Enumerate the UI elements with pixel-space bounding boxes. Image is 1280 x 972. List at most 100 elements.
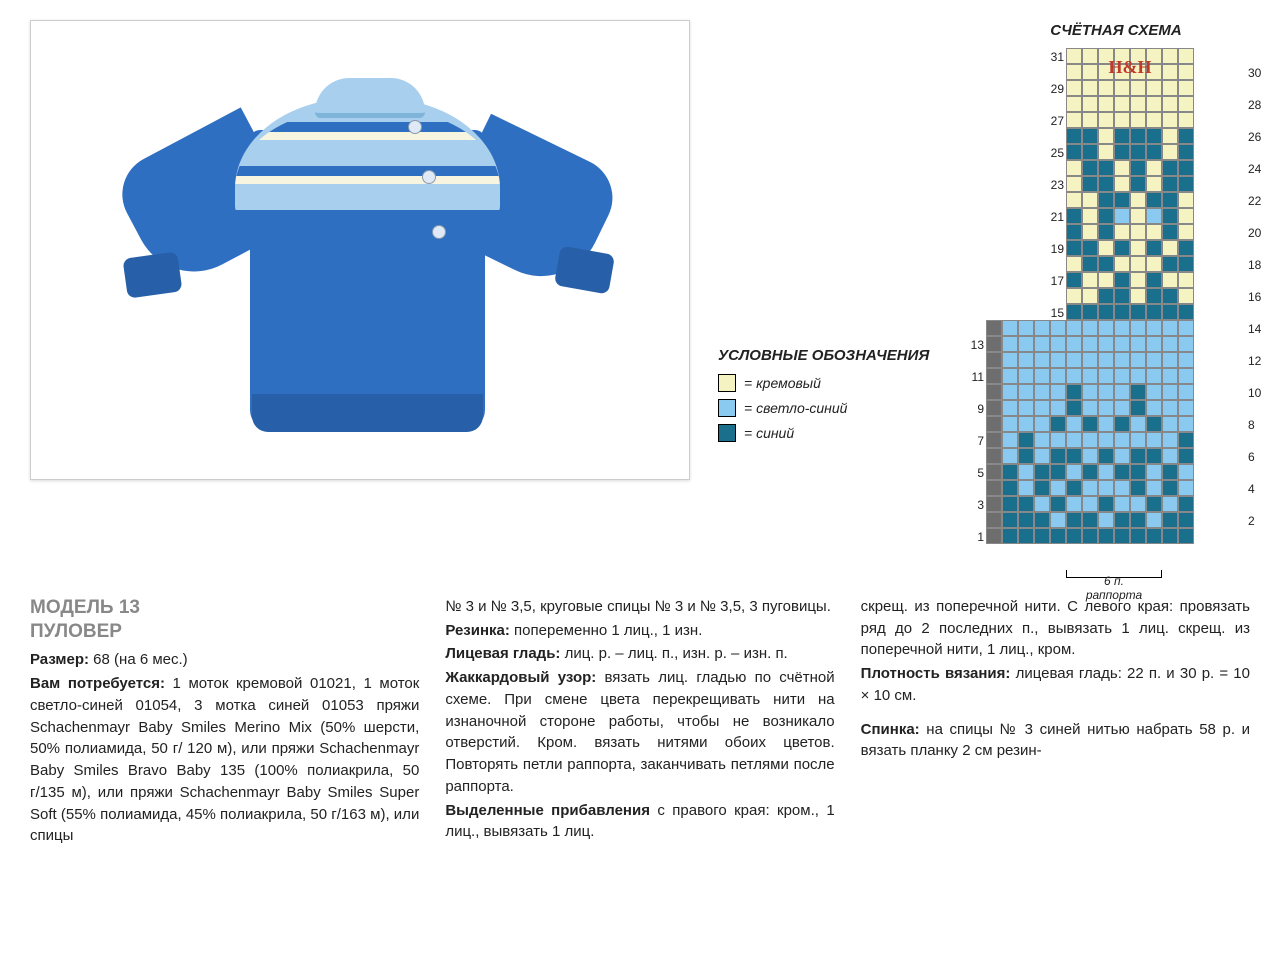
chart-cell bbox=[1018, 288, 1034, 304]
row-number: 3 bbox=[964, 497, 984, 514]
chart-cell bbox=[1098, 352, 1114, 368]
chart-cell bbox=[1114, 400, 1130, 416]
size-value: 68 (на 6 мес.) bbox=[89, 651, 188, 668]
chart-cell bbox=[1018, 304, 1034, 320]
chart-cell bbox=[1098, 64, 1114, 80]
chart-cell bbox=[1130, 240, 1146, 256]
chart-cell bbox=[1114, 336, 1130, 352]
chart-cell bbox=[986, 64, 1002, 80]
chart-cell bbox=[1066, 528, 1082, 544]
chart-cell bbox=[1002, 336, 1018, 352]
chart-cell bbox=[1178, 240, 1194, 256]
chart-cell bbox=[986, 176, 1002, 192]
chart-row: 22 bbox=[986, 192, 1246, 208]
chart-cell bbox=[1178, 256, 1194, 272]
chart-cell bbox=[1034, 128, 1050, 144]
chart-cell bbox=[1114, 80, 1130, 96]
heading-line1: МОДЕЛЬ 13 bbox=[30, 597, 140, 618]
chart-cell bbox=[1050, 384, 1066, 400]
chart-cell bbox=[1034, 256, 1050, 272]
chart-cell bbox=[986, 416, 1002, 432]
chart-cell bbox=[1082, 48, 1098, 64]
chart-cell bbox=[1082, 352, 1098, 368]
chart-cell bbox=[1146, 224, 1162, 240]
chart-cell bbox=[1146, 512, 1162, 528]
chart-cell bbox=[1130, 208, 1146, 224]
chart-row: 11 bbox=[986, 368, 1246, 384]
chart-cell bbox=[1034, 496, 1050, 512]
chart-cell bbox=[1114, 192, 1130, 208]
chart-row: 27 bbox=[986, 112, 1246, 128]
chart-row: 26 bbox=[986, 128, 1246, 144]
chart-cell bbox=[1082, 128, 1098, 144]
chart-cell bbox=[1114, 304, 1130, 320]
chart-cell bbox=[1034, 480, 1050, 496]
chart-cell bbox=[1146, 96, 1162, 112]
chart-cell bbox=[1066, 192, 1082, 208]
chart-cell bbox=[1146, 64, 1162, 80]
chart-cell bbox=[986, 336, 1002, 352]
chart-cell bbox=[986, 368, 1002, 384]
chart-cell bbox=[1034, 160, 1050, 176]
chart-cell bbox=[1066, 208, 1082, 224]
jac-label: Жаккардовый узор: bbox=[445, 669, 596, 686]
chart-cell bbox=[986, 288, 1002, 304]
chart-cell bbox=[1082, 432, 1098, 448]
chart-cell bbox=[1082, 448, 1098, 464]
chart-cell bbox=[1082, 64, 1098, 80]
chart-cell bbox=[1050, 448, 1066, 464]
chart-cell bbox=[986, 384, 1002, 400]
chart-cell bbox=[1018, 240, 1034, 256]
chart-cell bbox=[1114, 256, 1130, 272]
chart-cell bbox=[1130, 496, 1146, 512]
chart-cell bbox=[1002, 112, 1018, 128]
chart-cell bbox=[1178, 400, 1194, 416]
chart-row: 23 bbox=[986, 176, 1246, 192]
chart-cell bbox=[1082, 160, 1098, 176]
row-number: 6 bbox=[1248, 449, 1268, 466]
chart-cell bbox=[1098, 480, 1114, 496]
chart-cell bbox=[1098, 288, 1114, 304]
chart-cell bbox=[1002, 288, 1018, 304]
chart-cell bbox=[1002, 160, 1018, 176]
chart-cell bbox=[1178, 432, 1194, 448]
chart-cell bbox=[1114, 240, 1130, 256]
chart-cell bbox=[1098, 448, 1114, 464]
chart-cell bbox=[1066, 176, 1082, 192]
chart-cell bbox=[1082, 320, 1098, 336]
chart-cell bbox=[1146, 432, 1162, 448]
chart-cell bbox=[1002, 496, 1018, 512]
chart-row: 2 bbox=[986, 512, 1246, 528]
chart-cell bbox=[1178, 160, 1194, 176]
chart-cell bbox=[1130, 416, 1146, 432]
chart-cell bbox=[1018, 64, 1034, 80]
chart-cell bbox=[986, 208, 1002, 224]
chart-cell bbox=[1050, 416, 1066, 432]
row-number: 1 bbox=[964, 529, 984, 546]
chart-cell bbox=[1018, 96, 1034, 112]
chart-cell bbox=[1162, 416, 1178, 432]
chart-cell bbox=[1002, 240, 1018, 256]
chart-cell bbox=[1034, 352, 1050, 368]
chart-cell bbox=[1082, 96, 1098, 112]
chart-cell bbox=[1162, 144, 1178, 160]
chart-cell bbox=[1098, 112, 1114, 128]
chart-cell bbox=[1066, 64, 1082, 80]
chart-row: 29 bbox=[986, 80, 1246, 96]
chart-cell bbox=[1114, 176, 1130, 192]
chart-cell bbox=[1082, 240, 1098, 256]
chart-cell bbox=[1050, 352, 1066, 368]
chart-row: 5 bbox=[986, 464, 1246, 480]
chart-row: 21 bbox=[986, 208, 1246, 224]
rib-label: Резинка: bbox=[445, 622, 510, 639]
chart-cell bbox=[1130, 176, 1146, 192]
chart-cell bbox=[1130, 48, 1146, 64]
chart-cell bbox=[1162, 48, 1178, 64]
chart-cell bbox=[986, 496, 1002, 512]
chart-row: 13 bbox=[986, 336, 1246, 352]
chart-title: СЧЁТНАЯ СХЕМА bbox=[986, 20, 1246, 42]
chart-cell bbox=[1114, 528, 1130, 544]
chart-cell bbox=[1178, 64, 1194, 80]
chart-cell bbox=[1066, 240, 1082, 256]
chart-cell bbox=[1162, 336, 1178, 352]
